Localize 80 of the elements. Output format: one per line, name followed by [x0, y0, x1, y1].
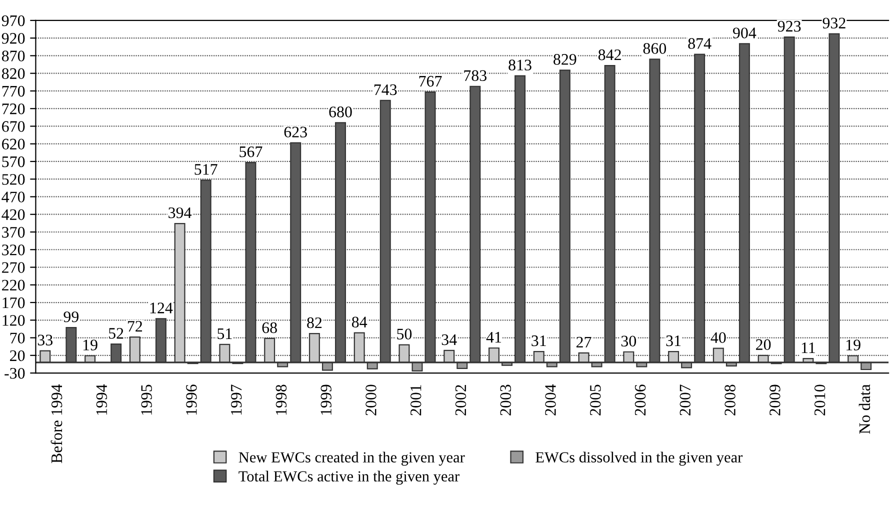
x-tick-label: 2009: [770, 384, 780, 416]
y-tick-label: 920: [2, 32, 25, 44]
legend-label: New EWCs created in the given year: [238, 452, 465, 466]
y-tick-label: 370: [2, 226, 25, 238]
data-label: 72: [128, 320, 142, 332]
y-tick-label: -30: [4, 368, 25, 379]
data-label: 51: [218, 328, 232, 340]
x-tick-label: 1999: [320, 384, 332, 415]
y-tick-label: 270: [2, 262, 25, 273]
y-tick-label: 520: [2, 174, 25, 185]
data-label: 904: [732, 28, 756, 38]
x-tick-label: 2007: [680, 384, 691, 416]
data-label: 52: [109, 328, 124, 339]
legend-label: EWCs dissolved in the given year: [536, 452, 743, 466]
data-label: 19: [83, 340, 98, 350]
data-label: 84: [352, 316, 368, 328]
data-label: 842: [598, 49, 621, 60]
x-tick-label: 1995: [141, 384, 152, 415]
data-label: 783: [464, 70, 486, 82]
data-label: 680: [329, 106, 352, 118]
x-tick-label: 2005: [590, 384, 601, 416]
data-label: 33: [38, 334, 53, 346]
data-label: 932: [822, 18, 846, 28]
data-label: 31: [666, 335, 681, 346]
x-tick-label: No data: [858, 384, 870, 434]
y-tick-label: 70: [10, 332, 25, 344]
y-tick-label: 320: [2, 244, 25, 256]
y-tick-label: 970: [2, 15, 25, 26]
data-label: 11: [802, 342, 815, 354]
y-tick-label: 420: [2, 209, 25, 220]
data-label: 124: [150, 302, 173, 314]
x-tick-label: 2002: [455, 385, 466, 416]
data-label: 743: [374, 84, 397, 96]
y-tick-label: 20: [10, 350, 25, 362]
x-tick-label: 2008: [724, 384, 736, 416]
data-label: 41: [486, 332, 502, 342]
data-label: 874: [688, 38, 712, 49]
legend-label: Total EWCs active in the given year: [238, 470, 460, 485]
data-label: 813: [508, 60, 532, 70]
data-label: 394: [168, 207, 192, 218]
data-label: 40: [710, 332, 726, 343]
y-tick-label: 170: [2, 297, 25, 308]
y-tick-label: 570: [2, 156, 25, 168]
x-tick-label: 2010: [814, 384, 826, 416]
x-tick-label: 2003: [500, 384, 512, 416]
x-tick-label: 1997: [230, 384, 242, 415]
data-label: 50: [397, 328, 412, 340]
y-tick-label: 770: [2, 86, 25, 97]
y-tick-label: 870: [2, 50, 25, 62]
data-label: 27: [576, 336, 592, 348]
data-label: 30: [621, 336, 636, 347]
data-label: 517: [194, 164, 218, 175]
y-tick-label: 620: [2, 138, 25, 150]
data-label: 567: [240, 146, 262, 158]
data-label: 829: [554, 54, 576, 65]
data-label: 860: [643, 43, 666, 54]
x-tick-label: 2000: [366, 384, 376, 416]
y-tick-label: 470: [2, 192, 25, 202]
data-label: 82: [307, 317, 322, 328]
x-tick-label: 2001: [410, 385, 422, 416]
data-label: 623: [284, 126, 307, 138]
x-tick-label: 2004: [545, 384, 556, 416]
x-tick-label: 2006: [634, 384, 646, 416]
data-label: 99: [64, 311, 79, 322]
y-tick-label: 820: [2, 68, 25, 80]
data-label: 68: [262, 322, 277, 334]
data-label: 34: [442, 334, 457, 346]
data-label: 19: [846, 340, 860, 350]
y-tick-label: 220: [2, 280, 25, 291]
x-tick-label: Before 1994: [50, 384, 62, 464]
x-tick-label: 1996: [186, 384, 197, 415]
x-tick-label: 1998: [276, 384, 287, 415]
y-tick-label: 670: [2, 121, 25, 132]
data-label: 31: [532, 335, 546, 346]
y-tick-label: 120: [2, 315, 25, 326]
data-label: 923: [778, 20, 801, 32]
y-tick-label: 720: [2, 104, 25, 114]
data-label: 20: [756, 339, 771, 350]
x-tick-label: 1994: [96, 384, 108, 415]
data-label: 767: [419, 76, 442, 87]
